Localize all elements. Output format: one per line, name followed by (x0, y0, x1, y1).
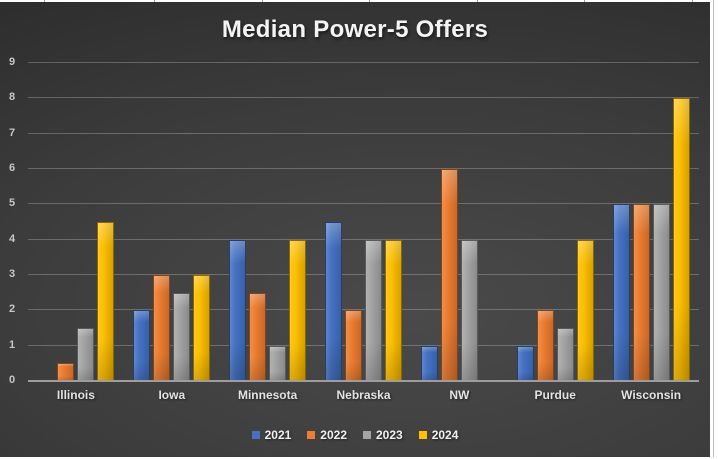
bar-2021-iowa[interactable] (133, 310, 151, 381)
y-tick-label: 1 (8, 338, 16, 351)
x-axis-labels: Illinois Iowa Minnesota Nebraska NW Purdue Wis… (28, 388, 699, 402)
bar-2024-illinois[interactable] (97, 222, 115, 381)
bar-2024-nebraska[interactable] (385, 239, 402, 382)
bar-groups (28, 63, 699, 382)
bar-2022-illinois[interactable] (57, 363, 75, 381)
x-category-label: Purdue (534, 388, 576, 402)
bar-group-minnesota (220, 63, 316, 382)
bar-2021-purdue[interactable] (516, 345, 534, 382)
bar-2022-nebraska[interactable] (345, 310, 362, 381)
bar-group-illinois (28, 63, 124, 381)
legend-item-2021[interactable]: 2021 (251, 428, 292, 442)
y-tick-label: 9 (8, 56, 16, 68)
column-tick (262, 0, 263, 2)
bar-2021-wisconsin[interactable] (612, 204, 630, 381)
chart-title[interactable]: Median Power-5 Offers (221, 16, 489, 43)
y-tick-label: 3 (8, 268, 16, 280)
bar-2024-wisconsin[interactable] (672, 98, 690, 381)
legend-swatch-icon (307, 431, 316, 439)
bar-2022-wisconsin[interactable] (632, 204, 650, 381)
legend-item-2024[interactable]: 2024 (418, 428, 459, 442)
legend-swatch-icon (251, 431, 260, 439)
legend-label: 2023 (376, 428, 403, 442)
column-tick (692, 0, 693, 2)
column-tick (369, 0, 370, 2)
x-category-label: Iowa (158, 388, 186, 402)
bar-2022-purdue[interactable] (536, 310, 554, 381)
x-category-label: Nebraska (336, 388, 391, 402)
legend-item-2022[interactable]: 2022 (307, 428, 347, 442)
x-category-label: Wisconsin (621, 388, 682, 402)
bar-2023-minnesota[interactable] (269, 345, 287, 382)
y-tick-label: 0 (8, 374, 16, 386)
y-tick-label: 6 (8, 162, 16, 174)
x-category-label: Illinois (56, 388, 95, 402)
worksheet-gridline (713, 0, 714, 459)
bar-2023-purdue[interactable] (556, 328, 574, 381)
bar-2022-nw[interactable] (440, 169, 458, 381)
page-margin-right (710, 0, 718, 459)
legend-label: 2021 (264, 428, 292, 442)
y-tick-label: 8 (8, 91, 16, 104)
bar-group-nw (411, 63, 507, 382)
bar-2023-nw[interactable] (460, 239, 478, 382)
plot-area (28, 62, 699, 382)
page-margin-bottom (0, 457, 718, 459)
column-tick (44, 0, 45, 2)
bar-group-purdue (507, 63, 603, 382)
column-tick (477, 0, 478, 2)
bar-2021-nebraska[interactable] (325, 222, 342, 381)
bar-2024-minnesota[interactable] (289, 239, 307, 382)
legend-label: 2022 (320, 428, 347, 442)
legend-label: 2024 (431, 428, 459, 442)
column-tick (154, 0, 155, 2)
bar-group-nebraska (316, 63, 412, 382)
x-category-label: Minnesota (237, 388, 298, 402)
page-margin-top (0, 0, 718, 2)
bar-2021-nw[interactable] (420, 345, 438, 382)
legend[interactable]: 2021 2022 2023 2024 (0, 427, 710, 443)
bar-2023-wisconsin[interactable] (652, 204, 670, 381)
bar-2022-minnesota[interactable] (249, 292, 267, 382)
bar-2023-nebraska[interactable] (365, 239, 382, 382)
y-tick-label: 4 (8, 232, 16, 245)
bar-2024-iowa[interactable] (193, 275, 211, 381)
y-tick-label: 7 (8, 126, 16, 139)
bar-2023-illinois[interactable] (77, 328, 95, 381)
bar-2022-iowa[interactable] (153, 275, 171, 381)
x-axis-line (28, 380, 699, 382)
legend-swatch-icon (418, 431, 427, 439)
x-category-label: NW (449, 388, 470, 402)
bar-2023-iowa[interactable] (173, 292, 191, 382)
bar-2024-purdue[interactable] (576, 239, 594, 382)
legend-item-2023[interactable]: 2023 (363, 428, 403, 442)
y-tick-label: 2 (8, 303, 16, 316)
bar-group-wisconsin (603, 63, 699, 381)
bar-2021-minnesota[interactable] (229, 239, 247, 382)
legend-swatch-icon (363, 431, 371, 439)
y-tick-label: 5 (8, 197, 16, 210)
column-tick (584, 0, 585, 2)
bar-group-iowa (124, 63, 220, 382)
